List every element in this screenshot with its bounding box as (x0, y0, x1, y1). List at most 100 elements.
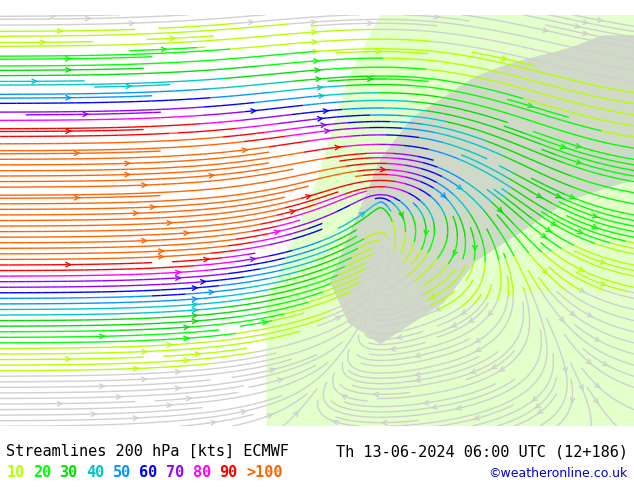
FancyArrowPatch shape (456, 406, 462, 410)
FancyArrowPatch shape (475, 338, 481, 343)
FancyArrowPatch shape (325, 129, 330, 133)
FancyArrowPatch shape (593, 398, 598, 404)
FancyArrowPatch shape (571, 397, 575, 404)
FancyArrowPatch shape (100, 334, 105, 339)
FancyArrowPatch shape (209, 173, 214, 178)
FancyArrowPatch shape (251, 109, 256, 113)
FancyArrowPatch shape (184, 231, 189, 235)
FancyArrowPatch shape (133, 211, 138, 216)
Text: Th 13-06-2024 06:00 UTC (12+186): Th 13-06-2024 06:00 UTC (12+186) (335, 444, 628, 459)
FancyArrowPatch shape (167, 403, 172, 408)
FancyArrowPatch shape (421, 292, 427, 296)
FancyArrowPatch shape (415, 378, 420, 382)
FancyArrowPatch shape (125, 161, 130, 166)
FancyArrowPatch shape (314, 59, 319, 63)
FancyArrowPatch shape (470, 369, 476, 373)
FancyArrowPatch shape (399, 212, 403, 219)
FancyArrowPatch shape (192, 308, 197, 313)
Text: 60: 60 (139, 466, 158, 480)
FancyArrowPatch shape (250, 257, 256, 262)
Text: 80: 80 (193, 466, 211, 480)
FancyArrowPatch shape (66, 56, 71, 61)
FancyArrowPatch shape (262, 320, 268, 325)
FancyArrowPatch shape (51, 14, 55, 18)
FancyArrowPatch shape (176, 270, 181, 275)
FancyArrowPatch shape (536, 194, 542, 198)
FancyArrowPatch shape (192, 297, 197, 301)
FancyArrowPatch shape (575, 24, 580, 28)
FancyArrowPatch shape (563, 368, 567, 372)
FancyArrowPatch shape (432, 405, 437, 409)
FancyArrowPatch shape (587, 313, 593, 317)
FancyArrowPatch shape (586, 359, 592, 365)
FancyArrowPatch shape (167, 221, 172, 225)
FancyArrowPatch shape (491, 365, 497, 369)
FancyArrowPatch shape (184, 358, 189, 363)
FancyArrowPatch shape (142, 377, 146, 382)
FancyArrowPatch shape (368, 77, 373, 81)
FancyArrowPatch shape (321, 123, 326, 127)
FancyArrowPatch shape (576, 144, 581, 148)
FancyArrowPatch shape (83, 112, 88, 117)
FancyArrowPatch shape (597, 18, 603, 22)
FancyArrowPatch shape (142, 183, 146, 187)
Text: >100: >100 (246, 466, 283, 480)
FancyArrowPatch shape (211, 420, 216, 425)
Text: 30: 30 (60, 466, 78, 480)
FancyArrowPatch shape (66, 96, 71, 100)
FancyArrowPatch shape (469, 318, 474, 323)
FancyArrowPatch shape (335, 316, 341, 320)
FancyArrowPatch shape (373, 392, 378, 396)
FancyArrowPatch shape (546, 227, 552, 232)
FancyArrowPatch shape (430, 294, 436, 298)
FancyArrowPatch shape (390, 346, 395, 351)
FancyArrowPatch shape (583, 31, 588, 35)
FancyArrowPatch shape (74, 196, 79, 200)
Text: 10: 10 (6, 466, 25, 480)
FancyArrowPatch shape (434, 14, 439, 19)
FancyArrowPatch shape (579, 385, 583, 391)
FancyArrowPatch shape (249, 20, 254, 24)
Text: Streamlines 200 hPa [kts] ECMWF: Streamlines 200 hPa [kts] ECMWF (6, 444, 289, 459)
FancyArrowPatch shape (318, 85, 322, 90)
FancyArrowPatch shape (415, 353, 420, 358)
FancyArrowPatch shape (595, 337, 600, 342)
FancyArrowPatch shape (66, 357, 71, 361)
FancyArrowPatch shape (313, 49, 318, 54)
Text: ©weatheronline.co.uk: ©weatheronline.co.uk (488, 467, 628, 480)
FancyArrowPatch shape (415, 372, 420, 377)
FancyArrowPatch shape (543, 28, 548, 32)
FancyArrowPatch shape (176, 276, 181, 280)
FancyArrowPatch shape (576, 160, 581, 164)
FancyArrowPatch shape (158, 249, 164, 253)
FancyArrowPatch shape (170, 36, 175, 41)
FancyArrowPatch shape (142, 349, 146, 354)
FancyArrowPatch shape (441, 193, 446, 198)
FancyArrowPatch shape (66, 129, 71, 133)
Text: 50: 50 (113, 466, 131, 480)
FancyArrowPatch shape (457, 185, 463, 190)
FancyArrowPatch shape (376, 49, 381, 54)
FancyArrowPatch shape (176, 370, 181, 374)
FancyArrowPatch shape (578, 230, 583, 234)
FancyArrowPatch shape (570, 311, 576, 316)
FancyArrowPatch shape (473, 245, 477, 250)
FancyArrowPatch shape (290, 210, 295, 214)
FancyArrowPatch shape (91, 412, 96, 416)
FancyArrowPatch shape (167, 343, 172, 347)
FancyArrowPatch shape (535, 403, 541, 408)
FancyArrowPatch shape (200, 280, 205, 284)
FancyArrowPatch shape (421, 306, 426, 310)
FancyArrowPatch shape (451, 323, 457, 327)
FancyArrowPatch shape (57, 29, 62, 33)
FancyArrowPatch shape (129, 21, 134, 25)
FancyArrowPatch shape (161, 47, 166, 51)
FancyArrowPatch shape (527, 103, 533, 107)
FancyArrowPatch shape (209, 290, 214, 294)
FancyArrowPatch shape (368, 21, 373, 25)
FancyArrowPatch shape (318, 117, 323, 121)
FancyArrowPatch shape (476, 347, 481, 352)
FancyArrowPatch shape (579, 267, 584, 271)
FancyArrowPatch shape (57, 401, 62, 406)
FancyArrowPatch shape (312, 30, 317, 34)
